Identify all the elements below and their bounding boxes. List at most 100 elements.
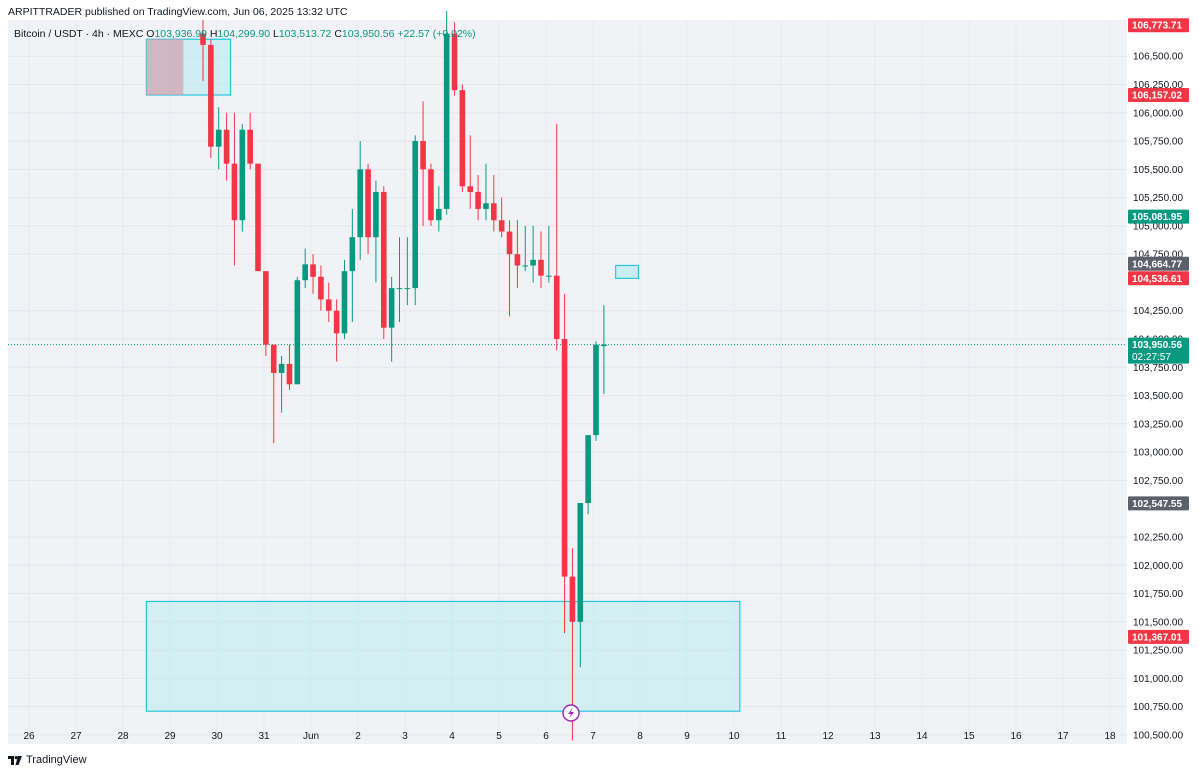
price-tag-bg <box>1128 87 1189 102</box>
symbol-name[interactable]: Bitcoin / USDT · 4h · MEXC <box>14 28 144 40</box>
candle-down <box>561 293 568 634</box>
candle-down <box>365 163 371 255</box>
close-value: 103,950.56 <box>341 28 395 40</box>
tradingview-footer[interactable]: TradingView <box>8 754 87 766</box>
candle-body <box>530 259 536 266</box>
x-tick-label: 5 <box>496 731 502 742</box>
y-tick-label: 104,750.00 <box>1133 250 1183 261</box>
candle-body <box>593 344 599 436</box>
price-tag: 106,157.02 <box>1128 87 1189 102</box>
y-tick-label: 106,250.00 <box>1133 80 1183 91</box>
candle-body <box>278 363 285 373</box>
candle-up <box>483 163 489 221</box>
y-tick-label: 105,250.00 <box>1133 193 1183 204</box>
candle-body <box>459 90 466 187</box>
candle-down <box>200 20 206 82</box>
price-tag-label: 102,547.55 <box>1132 499 1182 510</box>
candle-body <box>420 141 426 170</box>
candle-body <box>396 288 403 290</box>
y-tick-label: 103,750.00 <box>1133 363 1183 374</box>
price-tag: 101,367.01 <box>1128 629 1189 644</box>
y-tick-label: 104,250.00 <box>1133 306 1183 317</box>
x-tick-label: 3 <box>402 731 408 742</box>
countdown-label: 02:27:57 <box>1132 352 1171 363</box>
candle-down <box>459 84 466 192</box>
candle-body <box>294 280 301 385</box>
candle-body <box>255 163 261 272</box>
candle-body <box>231 163 238 221</box>
candle-up <box>546 225 552 283</box>
candle-up <box>436 186 442 232</box>
y-tick-label: 103,250.00 <box>1133 419 1183 430</box>
candle-down <box>255 163 261 272</box>
candle-down <box>223 112 230 181</box>
price-tag-bg <box>1128 209 1189 224</box>
y-axis: 106,500.00 106,250.00 106,000.00 105,750.00… <box>1133 52 1183 742</box>
candle-body <box>475 191 481 209</box>
candle-body <box>553 275 560 340</box>
open-value: 103,936.99 <box>154 28 207 40</box>
candle-body <box>577 503 584 622</box>
candles <box>200 10 607 741</box>
open-key: O <box>146 28 155 40</box>
candle-down <box>380 186 387 340</box>
symbol-legend: Bitcoin / USDT · 4h · MEXC O103,936.99 H… <box>14 28 476 40</box>
candle-down <box>318 265 324 311</box>
candle-body <box>247 129 253 164</box>
zone-bottom <box>145 600 741 712</box>
candle-down <box>325 282 332 323</box>
change-value: +22.57 (+0.02%) <box>397 28 476 40</box>
price-tag: 104,536.61 <box>1128 271 1189 286</box>
y-tick-label: 106,000.00 <box>1133 108 1183 119</box>
candle-body <box>333 310 340 334</box>
candle-up <box>341 259 348 340</box>
low-key: L <box>273 28 279 40</box>
y-tick-label: 100,750.00 <box>1133 702 1183 713</box>
zone-top-overlap <box>146 39 184 96</box>
candle-up <box>593 341 599 441</box>
candle-body <box>498 220 505 232</box>
price-tag: 102,547.55 <box>1128 496 1189 511</box>
candle-body <box>601 344 607 347</box>
y-tick-label: 105,750.00 <box>1133 137 1183 148</box>
price-tags: 106,773.71 106,157.02 105,081.95 104,664.77… <box>1128 18 1189 644</box>
lightning-icon[interactable] <box>562 704 580 722</box>
x-tick-label: 11 <box>776 731 787 742</box>
candle-body <box>380 191 387 328</box>
candle-up <box>373 180 379 283</box>
candle-body <box>357 169 363 238</box>
candle-body <box>373 191 379 238</box>
candle-down <box>475 174 481 221</box>
candle-body <box>514 254 521 266</box>
x-tick-label: 16 <box>1010 731 1022 742</box>
close-key: C <box>334 28 342 40</box>
candle-body <box>270 344 277 373</box>
candle-up <box>278 355 285 413</box>
candle-up <box>585 435 591 515</box>
candle-body <box>318 276 324 300</box>
price-tag: 106,773.71 <box>1128 18 1189 33</box>
candle-body <box>302 264 308 281</box>
candle-down <box>498 197 505 238</box>
price-tag-bg <box>1128 629 1189 644</box>
candle-up <box>396 237 403 323</box>
price-tag-bg <box>1128 18 1189 33</box>
candle-down <box>467 135 474 209</box>
x-tick-label: 12 <box>822 731 834 742</box>
candle-up <box>349 208 356 323</box>
candle-up <box>388 276 395 362</box>
candle-down <box>506 220 513 317</box>
y-tick-label: 105,500.00 <box>1133 165 1183 176</box>
candle-up <box>294 276 301 385</box>
candle-body <box>223 129 230 164</box>
high-key: H <box>209 28 218 40</box>
candle-body <box>341 271 348 334</box>
price-tag-bg <box>1128 271 1189 286</box>
candle-down <box>310 254 316 294</box>
x-tick-label: 28 <box>117 731 129 742</box>
candle-up <box>239 124 246 232</box>
x-tick-label: 2 <box>355 731 361 742</box>
x-tick-label: 30 <box>211 731 223 742</box>
